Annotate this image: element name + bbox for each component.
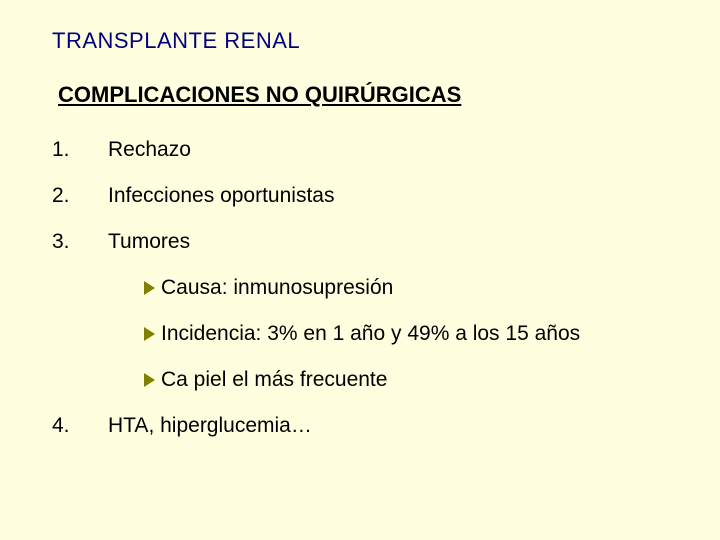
slide-title: TRANSPLANTE RENAL: [52, 28, 696, 54]
item-number: 2.: [52, 184, 108, 208]
item-number: 1.: [52, 138, 108, 162]
chevron-right-icon: [144, 373, 155, 387]
chevron-right-icon: [144, 327, 155, 341]
slide: TRANSPLANTE RENAL COMPLICACIONES NO QUIR…: [0, 0, 720, 540]
list-item: 3. Tumores: [52, 230, 696, 254]
item-number: 4.: [52, 414, 108, 438]
item-number: 3.: [52, 230, 108, 254]
item-text: Tumores: [108, 230, 696, 254]
item-text: Rechazo: [108, 138, 696, 162]
chevron-right-icon: [144, 281, 155, 295]
list-item: 2. Infecciones oportunistas: [52, 184, 696, 208]
list-item: 1. Rechazo: [52, 138, 696, 162]
sub-list-item: Incidencia: 3% en 1 año y 49% a los 15 a…: [144, 322, 696, 346]
main-list: 1. Rechazo 2. Infecciones oportunistas 3…: [52, 138, 696, 254]
sub-list: Causa: inmunosupresión Incidencia: 3% en…: [144, 276, 696, 392]
list-item: 4. HTA, hiperglucemia…: [52, 414, 696, 438]
sub-item-text: Causa: inmunosupresión: [161, 276, 696, 300]
sub-list-item: Causa: inmunosupresión: [144, 276, 696, 300]
item-text: HTA, hiperglucemia…: [108, 414, 696, 438]
main-list-continued: 4. HTA, hiperglucemia…: [52, 414, 696, 438]
item-text: Infecciones oportunistas: [108, 184, 696, 208]
section-heading: COMPLICACIONES NO QUIRÚRGICAS: [58, 82, 696, 108]
sub-item-text: Ca piel el más frecuente: [161, 368, 696, 392]
sub-list-item: Ca piel el más frecuente: [144, 368, 696, 392]
sub-item-text: Incidencia: 3% en 1 año y 49% a los 15 a…: [161, 322, 696, 346]
